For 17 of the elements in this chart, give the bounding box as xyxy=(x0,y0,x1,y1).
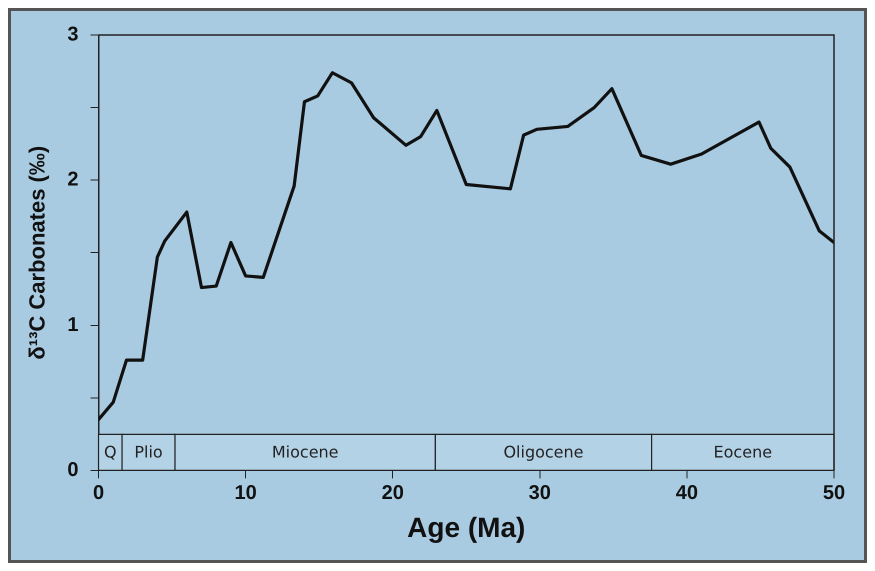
y-tick-label: 2 xyxy=(67,168,79,191)
y-axis-title: δ¹³C Carbonates (‰) xyxy=(24,146,50,360)
x-tick-label: 0 xyxy=(92,482,104,504)
x-tick-label: 30 xyxy=(528,482,551,504)
band-label: Q xyxy=(104,442,117,462)
x-tick-label: 20 xyxy=(382,482,404,504)
y-tick-label: 1 xyxy=(67,314,79,336)
y-tick-label: 3 xyxy=(67,24,79,46)
x-axis-title: Age (Ma) xyxy=(407,512,526,543)
band-label: Miocene xyxy=(272,442,339,462)
x-tick-label: 40 xyxy=(676,482,698,504)
band-label: Eocene xyxy=(714,442,772,462)
band-label: Plio xyxy=(134,442,163,462)
y-tick-label: 0 xyxy=(67,458,79,481)
band-label: Oligocene xyxy=(503,442,584,462)
x-tick-label: 10 xyxy=(234,482,257,504)
x-tick-label: 50 xyxy=(822,482,846,504)
